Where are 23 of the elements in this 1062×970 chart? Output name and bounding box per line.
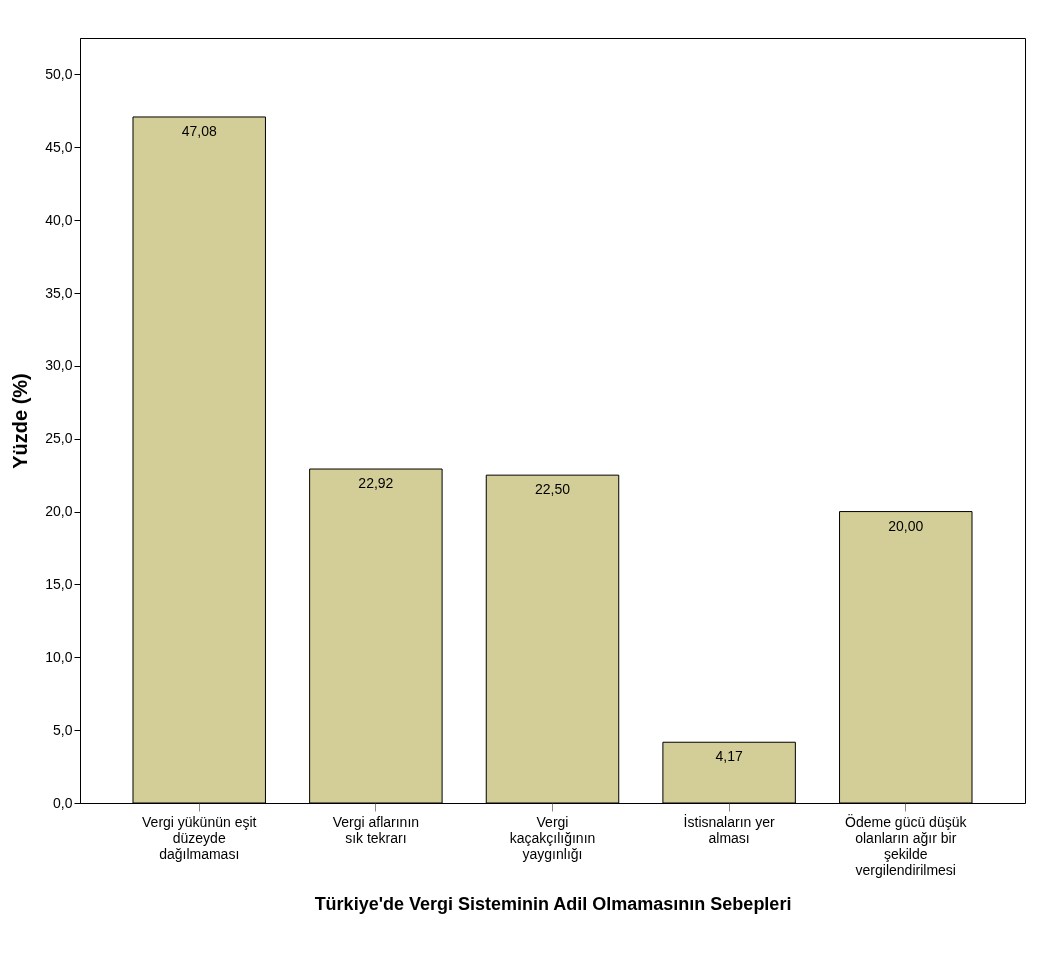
x-tick-label: Vergi kaçakçılığının yaygınlığı bbox=[509, 813, 596, 862]
y-tick-label: 40,0 bbox=[45, 211, 73, 228]
x-tick-label: Ödeme gücü düşük olanların ağır bir şekilde vergilendirilmesi bbox=[845, 812, 968, 878]
x-tick-label: Vergi aflarının sık tekrarı bbox=[332, 813, 420, 846]
data-label: 47,08 bbox=[181, 122, 217, 139]
y-tick-label: 20,0 bbox=[45, 503, 73, 520]
y-axis-title: Yüzde (%) bbox=[9, 373, 32, 469]
y-tick-label: 10,0 bbox=[45, 648, 73, 665]
data-label: 20,00 bbox=[888, 517, 924, 534]
x-tick-label: İstisnaların yer alması bbox=[683, 812, 775, 846]
data-label: 22,92 bbox=[358, 475, 394, 492]
x-tick-label: Vergi yükünün eşit düzeyde dağılmaması bbox=[142, 813, 257, 862]
y-tick-label: 5,0 bbox=[53, 721, 73, 738]
data-label: 4,17 bbox=[715, 748, 743, 765]
x-axis-title: Türkiye'de Vergi Sisteminin Adil Olmamasının Sebepleri bbox=[314, 893, 792, 914]
y-tick-label: 30,0 bbox=[45, 357, 73, 374]
y-tick-label: 25,0 bbox=[45, 430, 73, 447]
y-tick-label: 50,0 bbox=[45, 65, 73, 82]
y-tick-label: 45,0 bbox=[45, 138, 73, 155]
y-tick-label: 35,0 bbox=[45, 284, 73, 301]
y-tick-label: 0,0 bbox=[53, 794, 73, 811]
y-tick-label: 15,0 bbox=[45, 575, 73, 592]
data-label: 22,50 bbox=[534, 481, 571, 498]
